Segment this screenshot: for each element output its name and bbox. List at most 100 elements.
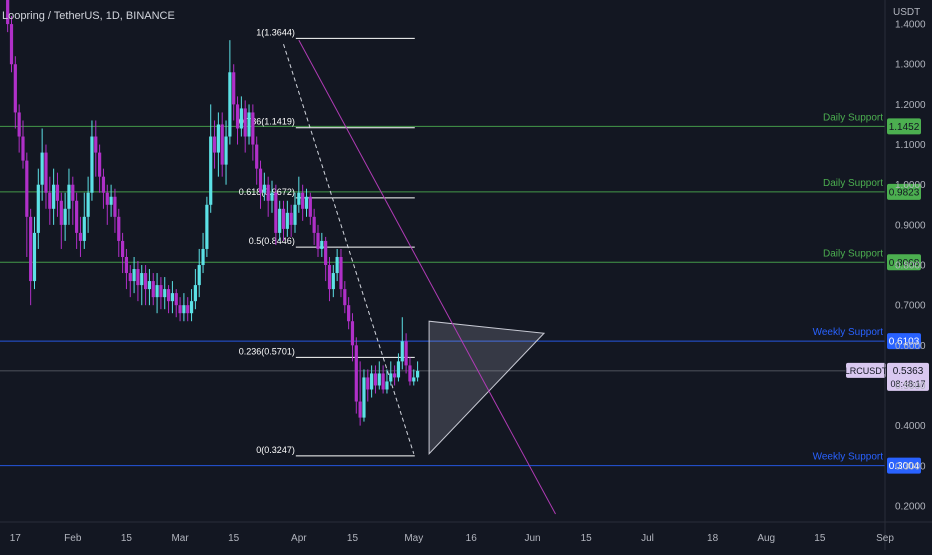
candle-body	[201, 248, 205, 266]
candle-body	[408, 365, 412, 382]
candle-body	[274, 192, 278, 233]
candle-body	[52, 184, 56, 209]
candle-body	[350, 321, 355, 346]
candle-body	[251, 112, 255, 145]
candle-body	[335, 256, 339, 274]
y-tick-label: 1.1000	[895, 140, 926, 151]
candle-body	[297, 192, 301, 205]
y-tick-label: 1.2000	[895, 100, 926, 111]
last-price-tag	[887, 362, 929, 391]
candle-body	[258, 168, 263, 193]
x-tick-label: 15	[121, 533, 133, 544]
candles	[6, 0, 420, 426]
x-tick-label: Feb	[64, 533, 82, 544]
candle-body	[21, 136, 25, 161]
candle-body	[347, 305, 351, 322]
fib-level-label: 0.236(0.5701)	[239, 346, 295, 356]
candle-body	[243, 108, 247, 137]
fib-level-label: 0(0.3247)	[256, 445, 295, 455]
candle-body	[316, 232, 320, 249]
candle-body	[354, 345, 358, 402]
price-tag	[887, 457, 921, 474]
symbol-tag	[846, 362, 886, 378]
candle-body	[101, 176, 106, 193]
support-line-label: Daily Support	[823, 248, 883, 259]
candle-body	[331, 273, 335, 290]
x-tick-label: 15	[347, 533, 359, 544]
candle-body	[94, 136, 98, 153]
price-tag	[887, 118, 921, 135]
candle-body	[151, 281, 155, 298]
candle-body	[98, 152, 102, 177]
candle-body	[270, 192, 274, 201]
candle-body	[174, 293, 178, 306]
candle-body	[373, 373, 378, 386]
candle-body	[117, 216, 121, 241]
candle-body	[339, 256, 343, 290]
support-line-label: Daily Support	[823, 178, 883, 189]
candle-body	[189, 301, 194, 314]
candle-body	[55, 184, 60, 201]
candle-body	[393, 373, 397, 378]
y-tick-label: 1.0000	[895, 180, 926, 191]
candle-body	[228, 72, 232, 137]
symbol-tag-label: LRCUSDT	[845, 366, 888, 376]
price-tag	[887, 254, 921, 271]
candle-body	[285, 212, 289, 229]
x-tick-label: Jun	[524, 533, 540, 544]
candle-body	[327, 265, 332, 290]
x-tick-label: 17	[10, 533, 22, 544]
candle-body	[293, 204, 297, 225]
candle-body	[301, 192, 305, 209]
candle-body	[320, 240, 324, 249]
candle-body	[36, 184, 40, 233]
x-tick-label: Aug	[757, 533, 775, 544]
fib-level-label: 0.5(0.8446)	[249, 236, 295, 246]
x-tick-label: Mar	[171, 533, 189, 544]
candle-body	[155, 285, 159, 298]
candle-body	[415, 370, 420, 378]
price-tag-label: 0.3004	[889, 461, 920, 472]
fib-level-label: 0.786(1.1419)	[239, 117, 295, 127]
candle-body	[255, 144, 259, 169]
last-price-value: 0.5363	[893, 366, 924, 377]
candle-body	[304, 196, 309, 209]
candle-body	[212, 136, 217, 153]
candle-body	[182, 305, 186, 314]
candle-body	[132, 269, 136, 282]
x-tick-label: 15	[814, 533, 826, 544]
candle-body	[44, 152, 48, 193]
y-tick-label: 0.5000	[895, 381, 926, 392]
candle-body	[6, 0, 10, 25]
candle-body	[17, 112, 21, 137]
candle-body	[159, 285, 163, 298]
candle-body	[186, 305, 190, 314]
support-line-label: Weekly Support	[813, 452, 884, 463]
candle-body	[59, 200, 63, 225]
fib-diagonal-trendline	[283, 44, 415, 454]
candle-body	[136, 269, 140, 286]
candle-body	[109, 196, 113, 205]
candle-body	[170, 293, 175, 302]
candle-body	[163, 289, 167, 298]
candle-body	[147, 281, 152, 290]
price-tag	[887, 333, 921, 350]
candle-body	[247, 112, 251, 137]
y-tick-label: 0.3000	[895, 461, 926, 472]
candle-body	[193, 285, 197, 302]
candle-body	[75, 200, 79, 233]
y-tick-label: 0.9000	[895, 220, 926, 231]
support-line-label: Weekly Support	[813, 327, 884, 338]
x-tick-label: May	[404, 533, 423, 544]
candle-body	[358, 401, 362, 418]
support-levels: Daily Support 1.1452 Daily Support 0.9823 Da…	[0, 112, 929, 474]
y-tick-label: 1.4000	[895, 20, 926, 31]
candle-body	[78, 232, 83, 241]
candle-body	[216, 124, 220, 153]
price-tag-label: 0.6103	[889, 337, 920, 348]
candle-body	[362, 377, 366, 418]
x-tick-label: 15	[581, 533, 593, 544]
